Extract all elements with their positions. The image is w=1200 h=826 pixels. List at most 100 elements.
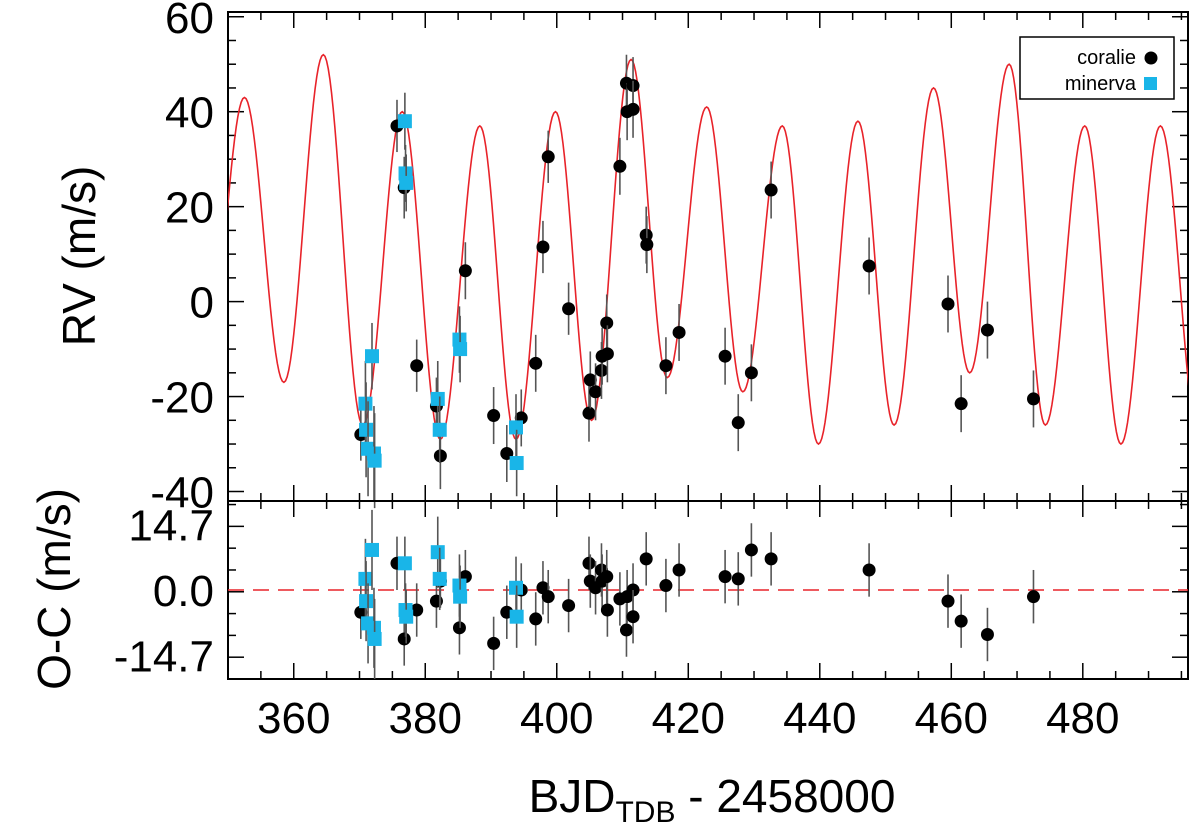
rv-point-coralie [744, 366, 758, 380]
residual-point-coralie [582, 556, 596, 570]
rv-point-coralie [529, 356, 543, 370]
rv-y-tick-label: 60 [165, 0, 214, 43]
residual-point-minerva [359, 594, 374, 609]
rv-point-minerva [509, 456, 524, 471]
residual-point-minerva [399, 609, 414, 624]
residual-panel: 360 380 400 420 440 460 480 -14.7 0.0 14.7 [114, 500, 1189, 743]
residual-point-coralie [954, 614, 968, 628]
rv-point-minerva [367, 453, 382, 468]
rv-point-coralie [862, 259, 876, 273]
rv-point-coralie [589, 385, 603, 399]
rv-point-coralie [541, 150, 555, 164]
rv-point-coralie [583, 373, 597, 387]
residual-point-minerva [367, 631, 382, 646]
residual-point-coralie [941, 594, 955, 608]
rv-y-axis-label: RV (m/s) [53, 166, 105, 347]
residual-point-coralie [626, 610, 640, 624]
residual-point-minerva [432, 571, 447, 586]
residual-point-coralie [600, 570, 614, 584]
x-axis-label-rest: - 2458000 [675, 770, 895, 822]
residual-point-coralie [541, 590, 555, 604]
residual-point-coralie [397, 632, 411, 646]
residual-point-coralie [487, 636, 501, 650]
rv-y-tick-label: 20 [165, 184, 214, 233]
residual-y-tick-label: 14.7 [128, 502, 214, 551]
legend-label-minerva: minerva [1065, 73, 1137, 95]
legend: coralie minerva [1019, 36, 1175, 100]
residual-series-minerva [358, 509, 524, 679]
x-tick-label: 420 [652, 694, 725, 743]
rv-series-minerva [358, 92, 524, 509]
residual-y-tick-label: 0.0 [153, 567, 214, 616]
x-tick-label: 480 [1046, 694, 1119, 743]
residual-point-coralie [731, 572, 745, 586]
rv-point-coralie [640, 238, 654, 252]
legend-marker-minerva [1144, 77, 1157, 90]
rv-point-coralie [626, 102, 640, 116]
residual-point-coralie [744, 543, 758, 557]
rv-point-coralie [582, 406, 596, 420]
rv-model-curve [228, 53, 1188, 446]
residual-point-coralie [619, 623, 633, 637]
rv-point-coralie [458, 264, 472, 278]
residual-point-coralie [672, 563, 686, 577]
rv-point-coralie [562, 302, 576, 316]
rv-point-coralie [613, 159, 627, 173]
rv-y-tick-label: -40 [150, 469, 214, 518]
residual-point-coralie [1026, 590, 1040, 604]
residual-point-minerva [365, 542, 379, 557]
rv-series-coralie [354, 54, 1040, 490]
x-tick-label: 380 [389, 694, 462, 743]
rv-point-coralie [764, 183, 778, 197]
rv-point-minerva [365, 349, 379, 364]
residual-y-axis-label: O-C (m/s) [28, 488, 80, 690]
residual-point-coralie [980, 628, 994, 641]
rv-point-coralie [954, 397, 968, 411]
x-axis-label: BJDTDB - 2458000 [529, 770, 896, 826]
residual-point-coralie [354, 605, 368, 619]
rv-y-tick-label: 40 [165, 89, 214, 138]
rv-point-minerva [509, 420, 523, 435]
residual-point-minerva [509, 609, 524, 624]
rv-point-coralie [600, 347, 614, 361]
rv-point-coralie [1026, 392, 1040, 406]
residual-point-coralie [764, 552, 778, 566]
rv-point-coralie [600, 316, 614, 330]
rv-y-tick-label: 0 [190, 279, 214, 328]
rv-point-minerva [430, 391, 445, 406]
residual-point-coralie [600, 603, 614, 617]
rv-point-coralie [672, 325, 686, 339]
residual-point-minerva [397, 556, 412, 571]
rv-point-coralie [731, 416, 745, 430]
residual-point-minerva [430, 545, 445, 560]
residual-point-coralie [718, 570, 732, 584]
x-axis-label-sub: TDB [615, 796, 675, 826]
rv-panel: -40 -20 0 20 40 60 [150, 0, 1189, 518]
rv-point-coralie [487, 409, 501, 423]
residual-point-coralie [529, 612, 543, 626]
rv-point-coralie [718, 349, 732, 363]
residual-point-coralie [862, 563, 876, 577]
rv-point-minerva [453, 342, 468, 357]
rv-point-coralie [410, 359, 424, 373]
x-tick-label: 400 [520, 694, 593, 743]
legend-marker-coralie [1144, 51, 1158, 65]
x-tick-label: 440 [783, 694, 856, 743]
x-tick-label: 360 [257, 694, 330, 743]
rv-y-tick-label: -20 [150, 374, 214, 423]
rv-point-minerva [397, 114, 412, 129]
rv-point-coralie [659, 359, 673, 373]
rv-point-coralie [941, 297, 955, 311]
rv-point-minerva [399, 175, 414, 190]
rv-point-coralie [536, 240, 550, 254]
x-tick-label: 460 [915, 694, 988, 743]
residual-point-coralie [659, 579, 673, 593]
residual-y-tick-label: -14.7 [114, 632, 214, 681]
rv-point-minerva [359, 422, 374, 437]
residual-point-minerva [453, 589, 468, 604]
residual-point-coralie [562, 599, 576, 613]
rv-point-minerva [432, 422, 447, 437]
legend-label-coralie: coralie [1077, 47, 1136, 69]
residual-point-coralie [410, 603, 424, 617]
